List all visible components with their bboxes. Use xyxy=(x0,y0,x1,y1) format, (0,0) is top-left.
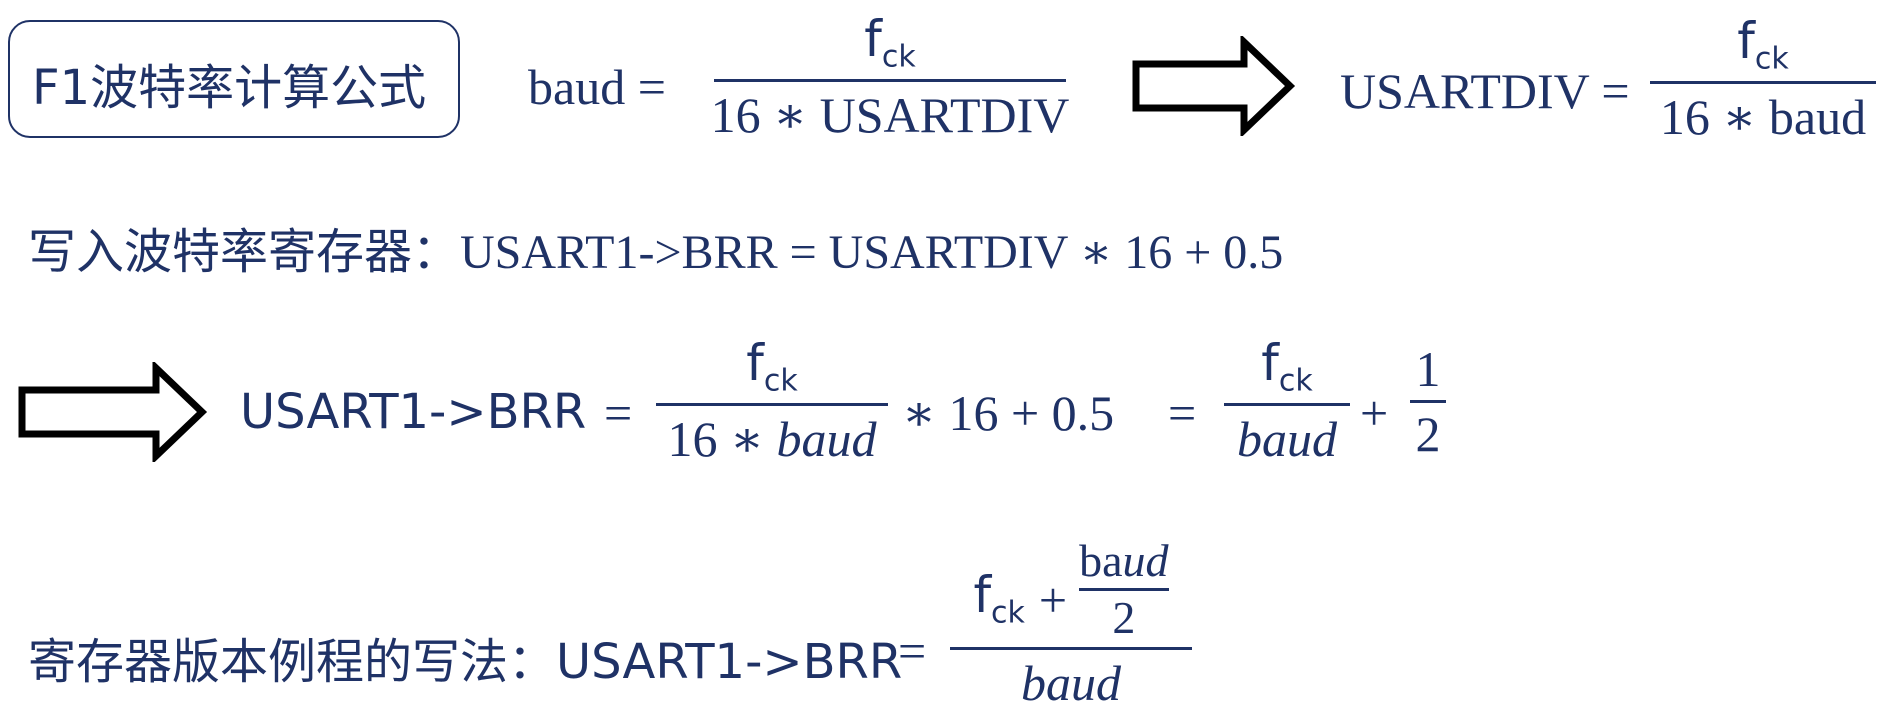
formula1-fraction: fck 16 ∗ USARTDIV xyxy=(710,10,1070,143)
line4: 寄存器版本例程的写法：USART1->BRR xyxy=(28,634,903,690)
right-arrow-icon xyxy=(1132,36,1296,136)
line3-mid: ∗ 16 + 0.5 xyxy=(902,385,1115,441)
line4-eq: = xyxy=(898,623,927,679)
formula2-fraction: fck 16 ∗ baud xyxy=(1650,16,1876,142)
line3-eq2: = xyxy=(1168,385,1197,441)
line3-lhs: USART1->BRR xyxy=(240,384,587,440)
line3-plus: + xyxy=(1360,385,1389,441)
title-box xyxy=(8,20,460,138)
title: F1波特率计算公式 xyxy=(32,60,427,116)
formula2-lhs: USARTDIV = xyxy=(1340,63,1630,119)
line4-fraction: fck + baud 2 baud xyxy=(950,538,1192,708)
line3-fraction1: fck 16 ∗ baud xyxy=(656,338,888,464)
line3-eq1: = xyxy=(604,385,633,441)
right-arrow-icon xyxy=(18,362,208,462)
line3-fraction3: 1 2 xyxy=(1410,344,1446,459)
line2: 写入波特率寄存器：USART1->BRR = USARTDIV ∗ 16 + 0… xyxy=(28,224,1284,280)
formula1-lhs: baud = xyxy=(528,59,666,115)
line3-fraction2: fck baud xyxy=(1224,338,1350,464)
